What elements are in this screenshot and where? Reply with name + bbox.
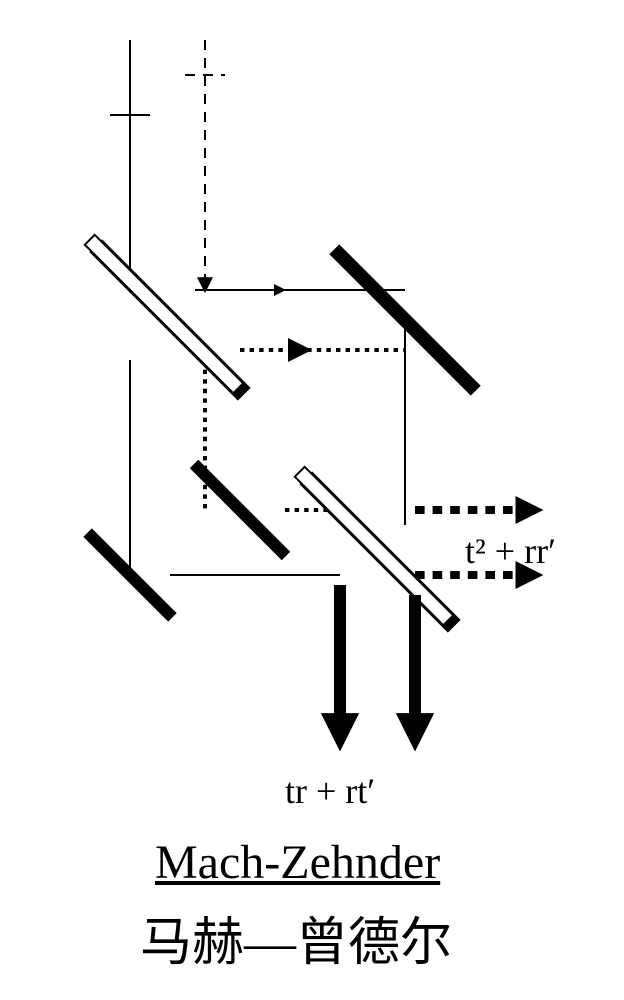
output-bottom-label: tr + rt′ [285, 770, 375, 812]
title-en: Mach-Zehnder [155, 835, 440, 890]
output-right-label: t² + rr′ [465, 530, 556, 572]
title-zh: 马赫—曾德尔 [140, 900, 452, 975]
